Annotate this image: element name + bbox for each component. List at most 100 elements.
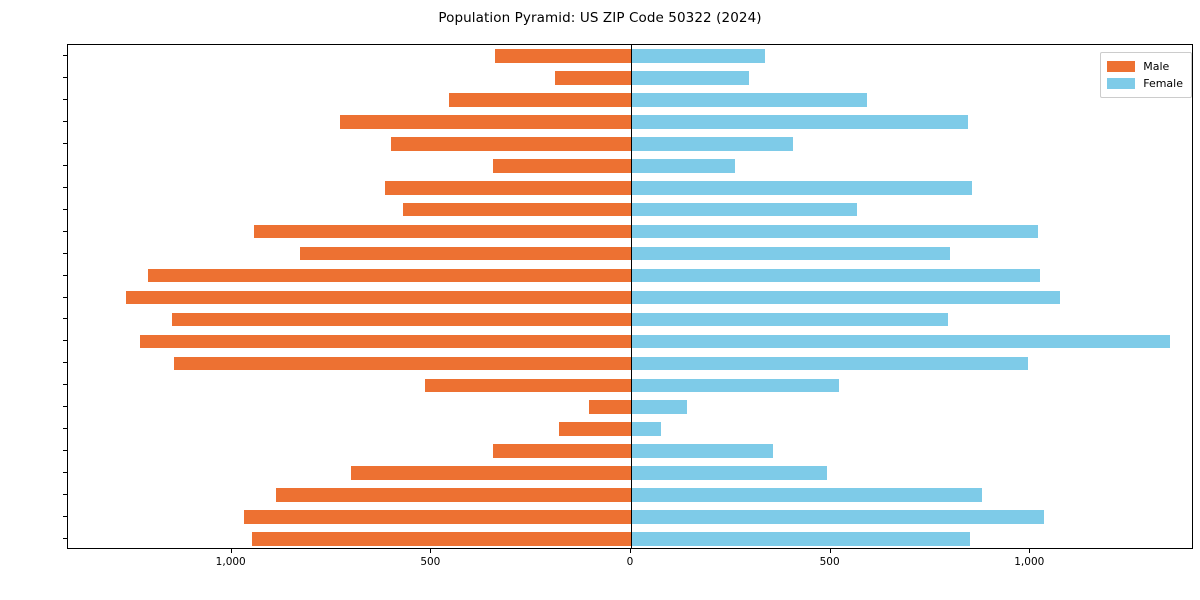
y-axis-tick-mark (63, 142, 67, 144)
bar-female (631, 115, 969, 129)
bar-male (251, 532, 631, 546)
bar-row (68, 422, 1192, 437)
bar-male (173, 356, 631, 371)
bar-female (631, 71, 749, 85)
bar-row (68, 268, 1192, 283)
bar-row (68, 115, 1192, 129)
y-axis-tick-mark (63, 120, 67, 122)
y-axis-tick-mark (63, 516, 67, 518)
bar-female (631, 136, 793, 151)
bar-row (68, 136, 1192, 151)
x-axis-tick-label: 1,000 (1014, 556, 1045, 568)
bar-row (68, 334, 1192, 349)
x-axis-tick-mark (230, 549, 232, 553)
x-axis-tick-label: 1,000 (215, 556, 246, 568)
bar-female (631, 202, 857, 217)
bar-row (68, 180, 1192, 195)
bar-female (631, 49, 765, 63)
bar-female (631, 444, 773, 458)
legend-swatch-male (1107, 61, 1136, 72)
legend-item-male[interactable]: Male (1107, 58, 1183, 75)
bar-row (68, 532, 1192, 546)
x-axis-tick-label: 500 (420, 556, 441, 568)
y-axis-tick-mark (63, 164, 67, 166)
bar-female (631, 422, 661, 437)
y-axis-tick-mark (63, 318, 67, 320)
y-axis-tick-mark (63, 340, 67, 342)
bar-female (631, 180, 973, 195)
bar-row (68, 510, 1192, 524)
y-axis-tick-mark (63, 384, 67, 386)
bar-female (631, 532, 971, 546)
bar-male (403, 202, 631, 217)
bar-row (68, 224, 1192, 239)
y-axis-tick-mark (63, 98, 67, 100)
y-axis-tick-mark (63, 472, 67, 474)
y-axis-tick-mark (63, 208, 67, 210)
bar-female (631, 400, 687, 415)
bar-row (68, 378, 1192, 393)
bar-male (171, 312, 631, 327)
bar-row (68, 49, 1192, 63)
bar-female (631, 93, 867, 107)
y-axis-tick-mark (63, 450, 67, 452)
y-axis-tick-mark (63, 252, 67, 254)
bar-female (631, 378, 839, 393)
y-axis-tick-mark (63, 296, 67, 298)
bar-male (147, 268, 631, 283)
bar-male (493, 444, 631, 458)
y-axis-tick-mark (63, 186, 67, 188)
legend-label: Female (1143, 77, 1183, 90)
y-axis-tick-mark (63, 362, 67, 364)
bar-row (68, 400, 1192, 415)
bar-male (243, 510, 631, 524)
bar-row (68, 466, 1192, 480)
x-axis-tick-mark (630, 549, 631, 553)
bar-row (68, 202, 1192, 217)
y-axis-tick-mark (63, 76, 67, 78)
bar-male (125, 290, 631, 305)
y-axis-tick-mark (63, 428, 67, 430)
bar-row (68, 444, 1192, 458)
x-axis-tick-mark (430, 549, 432, 553)
legend-item-female[interactable]: Female (1107, 75, 1183, 92)
bar-row (68, 158, 1192, 173)
y-axis-tick-mark (63, 230, 67, 232)
x-axis-tick-mark (1029, 549, 1031, 553)
bar-male (425, 378, 631, 393)
bar-male (385, 180, 631, 195)
chart-title: Population Pyramid: US ZIP Code 50322 (2… (438, 10, 762, 26)
y-axis-tick-mark (63, 538, 67, 540)
bar-female (631, 334, 1171, 349)
bar-male (351, 466, 631, 480)
bar-male (253, 224, 631, 239)
bar-row (68, 290, 1192, 305)
bar-female (631, 488, 983, 502)
chart-legend: Male Female (1100, 52, 1192, 98)
bar-female (631, 510, 1045, 524)
bar-female (631, 312, 949, 327)
bar-male (495, 49, 631, 63)
bar-male (555, 71, 631, 85)
bar-row (68, 312, 1192, 327)
y-axis-tick-mark (63, 494, 67, 496)
bar-female (631, 466, 827, 480)
bar-male (493, 158, 631, 173)
bar-row (68, 356, 1192, 371)
y-axis-tick-mark (63, 274, 67, 276)
bar-female (631, 246, 951, 261)
x-axis-tick-label: 500 (819, 556, 840, 568)
zero-axis-line (631, 45, 632, 548)
bar-male (275, 488, 631, 502)
bar-male (391, 136, 631, 151)
bar-male (299, 246, 631, 261)
bars-layer (68, 45, 1192, 548)
bar-female (631, 224, 1039, 239)
x-axis-tick-label: 0 (626, 556, 634, 568)
bar-female (631, 268, 1041, 283)
y-axis-tick-mark (63, 406, 67, 408)
y-axis-tick-mark (63, 54, 67, 56)
bar-female (631, 158, 735, 173)
bar-male (449, 93, 631, 107)
